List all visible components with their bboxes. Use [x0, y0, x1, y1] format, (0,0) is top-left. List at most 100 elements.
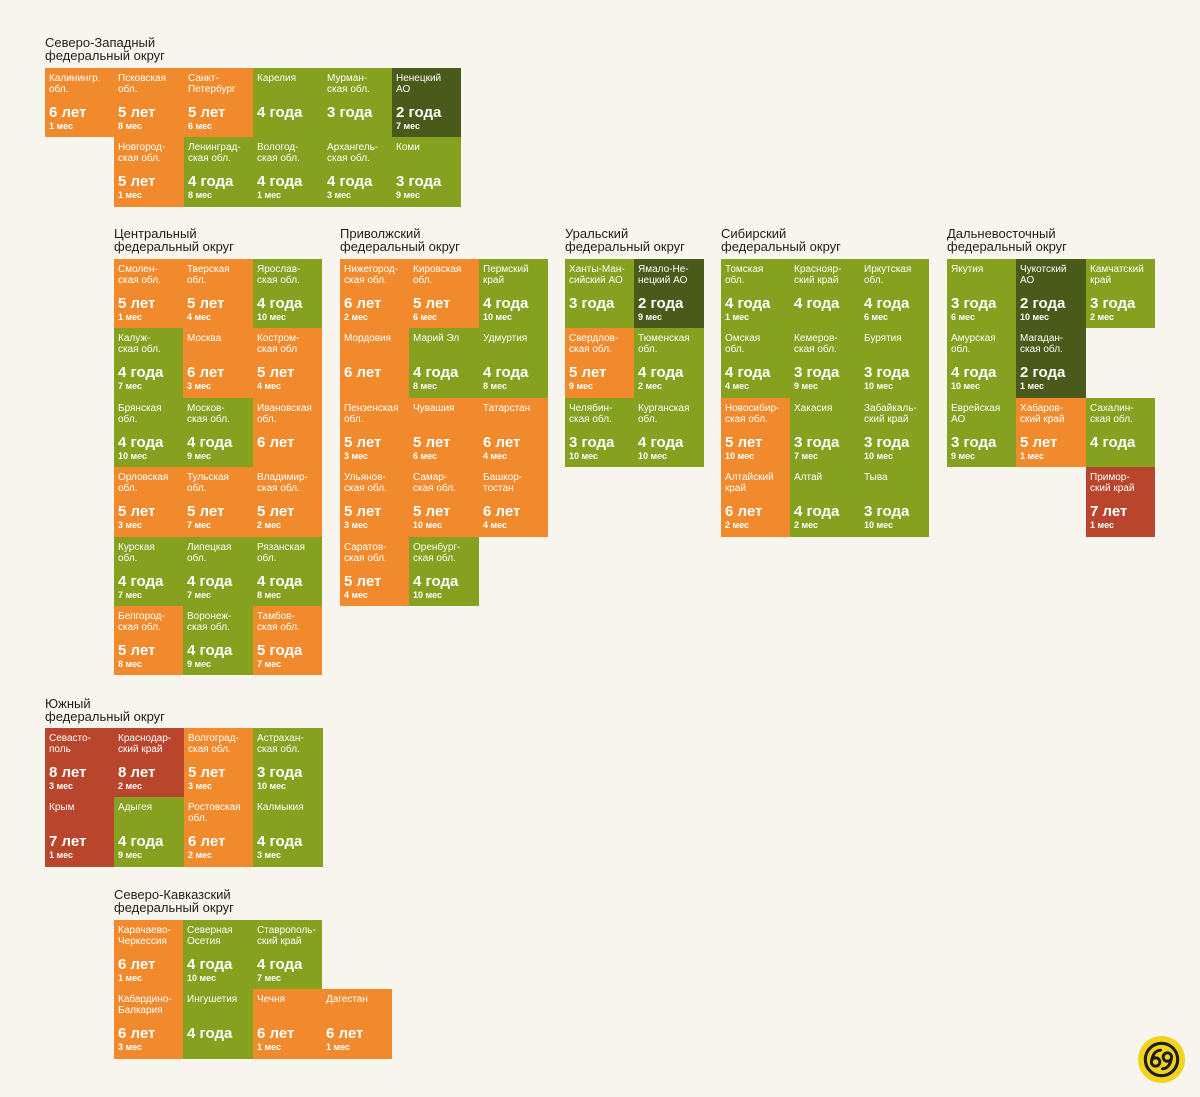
region-name: Тамбов- ская обл.: [257, 611, 300, 633]
region-years: 6 лет: [257, 434, 295, 451]
region-name: Адыгея: [118, 802, 153, 813]
region-cell: Сахалин- ская обл. 4 года: [1086, 398, 1155, 467]
region-years: 6 лет: [118, 1025, 156, 1042]
region-cell: Воронеж- ская обл. 4 года 9 мес: [183, 606, 253, 675]
region-name: Орловская обл.: [118, 472, 169, 494]
region-months: 1 мес: [1020, 381, 1045, 391]
region-cell: Оренбург- ская обл. 4 года 10 мес: [409, 537, 479, 606]
region-years: 5 лет: [344, 573, 382, 590]
region-years: 6 лет: [725, 503, 763, 520]
region-years: 6 лет: [188, 833, 226, 850]
region-years: 4 года: [1090, 434, 1136, 451]
region-cell: Карелия 4 года: [253, 68, 323, 137]
region-name: Костром- ская обл: [257, 333, 300, 355]
region-name: Калмыкия: [257, 802, 304, 813]
region-months: 2 мес: [118, 781, 143, 791]
region-name: Ленинград- ская обл.: [188, 142, 241, 164]
region-months: 1 мес: [257, 1042, 282, 1052]
region-years: 6 лет: [483, 503, 521, 520]
region-months: 7 мес: [794, 451, 819, 461]
region-months: 10 мес: [187, 973, 217, 983]
region-cell: Омская обл. 4 года 4 мес: [721, 328, 790, 398]
region-years: 2 года: [1020, 364, 1066, 381]
region-years: 4 года: [257, 573, 303, 590]
region-months: 2 мес: [257, 520, 282, 530]
region-cell: Якутия 3 года 6 мес: [947, 259, 1016, 328]
region-years: 6 лет: [344, 295, 382, 312]
region-months: 8 мес: [118, 121, 143, 131]
region-cell: Бурятия 3 года 10 мес: [860, 328, 929, 398]
region-months: 8 мес: [413, 381, 438, 391]
region-cell: Орловская обл. 5 лет 3 мес: [114, 467, 183, 537]
region-name: Магадан- ская обл.: [1020, 333, 1064, 355]
region-months: 9 мес: [569, 381, 594, 391]
region-cell: Новгород- ская обл. 5 лет 1 мес: [114, 137, 184, 207]
region-cell: Хабаров- ский край 5 лет 1 мес: [1016, 398, 1086, 467]
region-months: 4 мес: [483, 451, 508, 461]
region-name: Примор- ский край: [1090, 472, 1135, 494]
region-cell: Краснояр- ский край 4 года: [790, 259, 860, 328]
region-years: 5 лет: [344, 503, 382, 520]
region-name: Башкор- тостан: [483, 472, 523, 494]
region-cell: Адыгея 4 года 9 мес: [114, 797, 184, 867]
region-name: Новосибир- ская обл.: [725, 403, 780, 425]
region-name: Ростовская обл.: [188, 802, 241, 824]
region-name: Ханты-Ман- сийский АО: [569, 264, 625, 286]
region-name: Чечня: [257, 994, 286, 1005]
region-cell: Калинингр. обл. 6 лет 1 мес: [45, 68, 114, 137]
region-years: 3 года: [864, 503, 910, 520]
region-name: Мурман- ская обл.: [327, 73, 370, 95]
region-cell: Владимир- ская обл. 5 лет 2 мес: [253, 467, 322, 537]
region-years: 4 года: [483, 295, 529, 312]
region-months: 6 мес: [413, 312, 438, 322]
region-years: 3 года: [569, 434, 615, 451]
district-title: Приволжский федеральный округ: [340, 226, 460, 254]
region-months: 1 мес: [49, 850, 74, 860]
region-name: Амурская обл.: [951, 333, 996, 355]
region-months: 10 мес: [413, 520, 443, 530]
region-cell: Свердлов- ская обл. 5 лет 9 мес: [565, 328, 634, 398]
region-years: 3 года: [569, 295, 615, 312]
region-months: 3 мес: [344, 451, 369, 461]
region-years: 5 лет: [118, 503, 156, 520]
region-name: Липецкая обл.: [187, 542, 232, 564]
region-years: 4 года: [257, 833, 303, 850]
region-name: Псковская обл.: [118, 73, 167, 95]
region-months: 4 мес: [725, 381, 750, 391]
region-name: Татарстан: [483, 403, 531, 414]
region-months: 10 мес: [725, 451, 755, 461]
region-years: 4 года: [413, 573, 459, 590]
region-name: Брянская обл.: [118, 403, 162, 425]
region-cell: Ставрополь- ский край 4 года 7 мес: [253, 920, 322, 989]
region-months: 10 мес: [118, 451, 148, 461]
region-months: 6 мес: [864, 312, 889, 322]
region-years: 5 лет: [118, 173, 156, 190]
region-years: 8 лет: [49, 764, 87, 781]
region-name: Камчатский край: [1090, 264, 1144, 286]
region-years: 4 года: [187, 434, 233, 451]
region-months: 8 мес: [188, 190, 213, 200]
region-months: 2 мес: [725, 520, 750, 530]
region-cell: Пермский край 4 года 10 мес: [479, 259, 548, 328]
district-title: Центральный федеральный округ: [114, 226, 234, 254]
region-months: 3 мес: [118, 1042, 143, 1052]
region-cell: Удмуртия 4 года 8 мес: [479, 328, 548, 398]
region-name: Краснодар- ский край: [118, 733, 172, 755]
region-cell: Чукотский АО 2 года 10 мес: [1016, 259, 1086, 328]
region-months: 10 мес: [864, 451, 894, 461]
region-months: 4 мес: [257, 381, 282, 391]
region-name: Чукотский АО: [1020, 264, 1067, 286]
region-cell: Тюменская обл. 4 года 2 мес: [634, 328, 704, 398]
region-years: 5 лет: [187, 503, 225, 520]
region-months: 4 мес: [344, 590, 369, 600]
region-years: 8 лет: [118, 764, 156, 781]
region-cell: Курганская обл. 4 года 10 мес: [634, 398, 704, 467]
region-years: 4 года: [187, 642, 233, 659]
region-cell: Коми 3 года 9 мес: [392, 137, 461, 207]
region-cell: Томская обл. 4 года 1 мес: [721, 259, 790, 328]
region-name: Пензенская обл.: [344, 403, 399, 425]
region-years: 4 года: [118, 573, 164, 590]
district-title: Сибирский федеральный округ: [721, 226, 841, 254]
region-months: 7 мес: [257, 973, 282, 983]
region-name: Саратов- ская обл.: [344, 542, 387, 564]
